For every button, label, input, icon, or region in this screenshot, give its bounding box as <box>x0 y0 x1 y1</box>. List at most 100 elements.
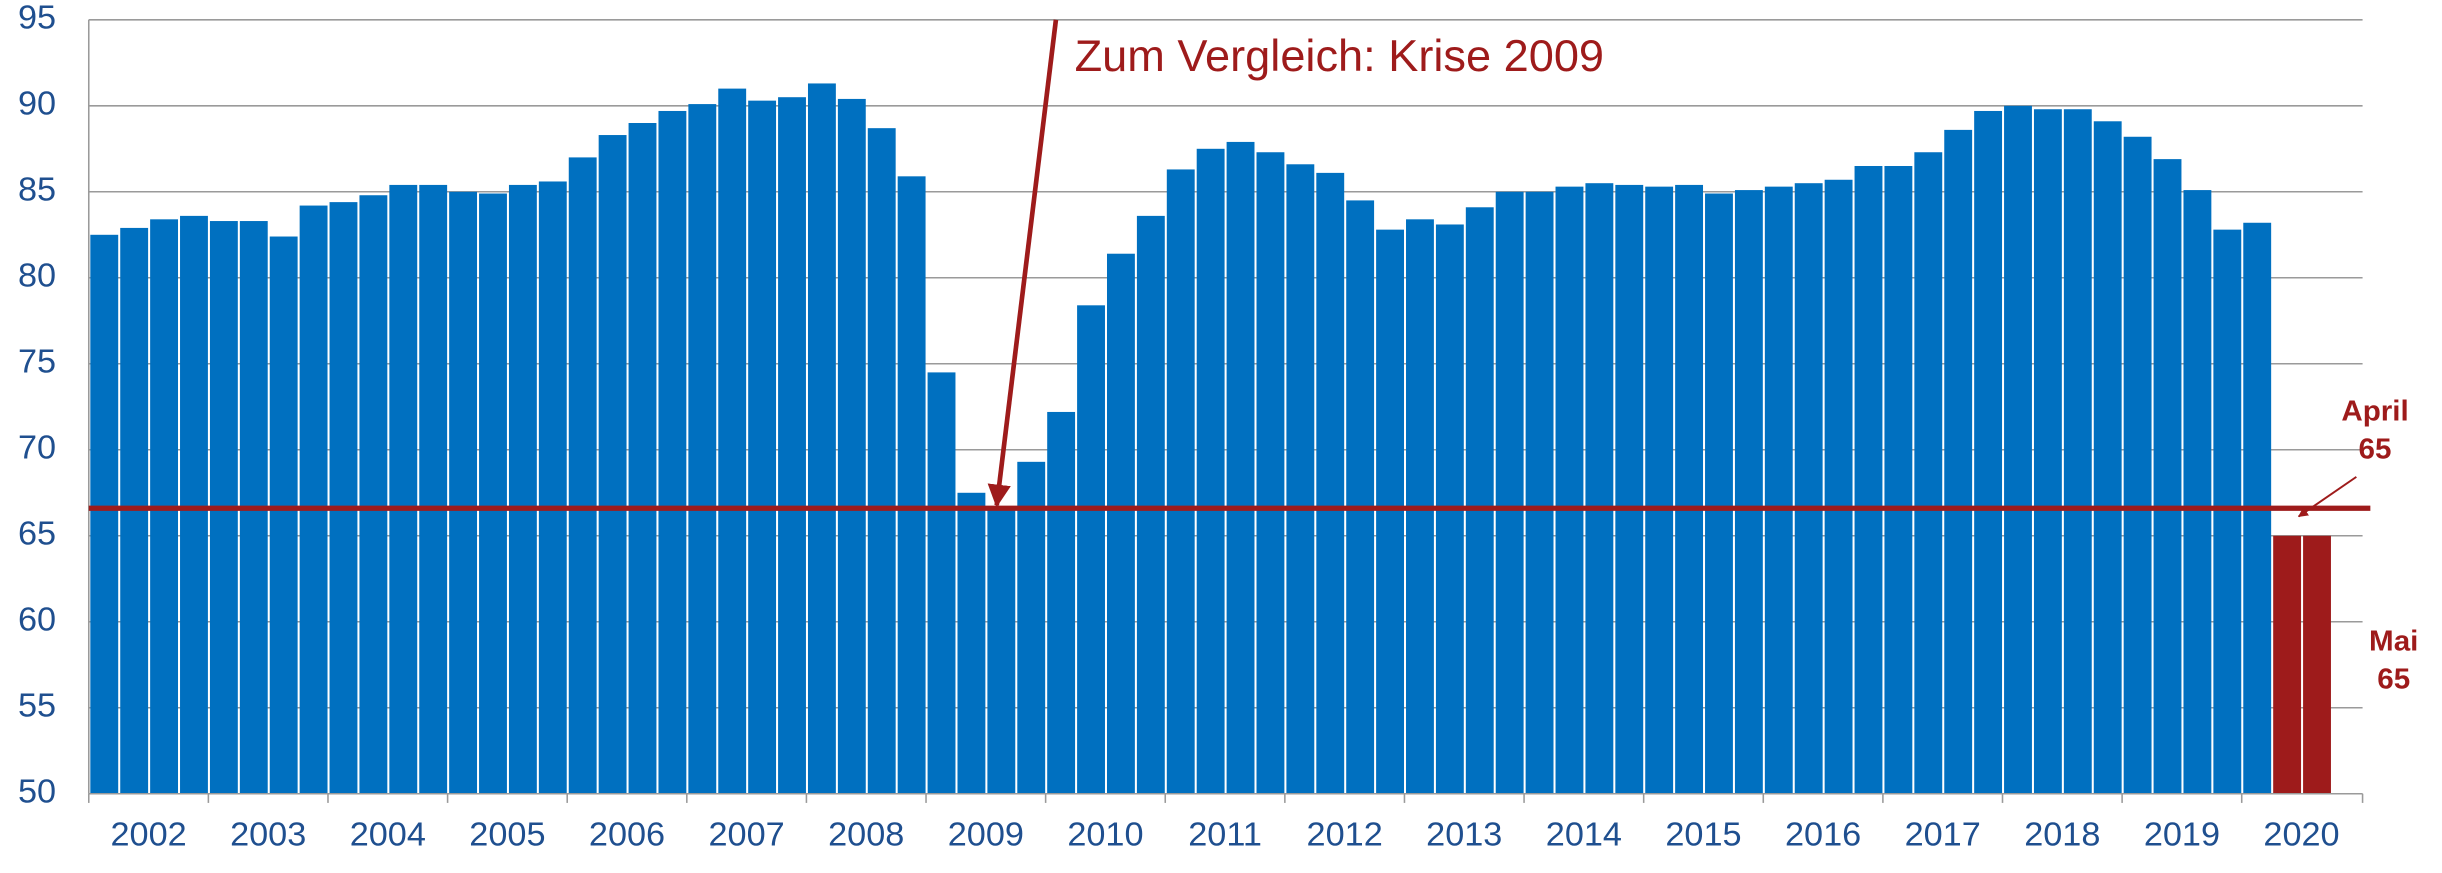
bar <box>1884 166 1913 794</box>
bar <box>1017 461 1046 794</box>
y-tick-label: 50 <box>18 773 56 811</box>
bar <box>568 157 597 794</box>
bar <box>299 205 328 794</box>
bar <box>2273 535 2302 794</box>
bar <box>1047 411 1076 794</box>
bar <box>90 234 119 794</box>
x-tick-label: 2014 <box>1546 816 1622 854</box>
bar <box>1346 200 1375 794</box>
bar <box>389 184 418 794</box>
label-arrow <box>2297 476 2357 518</box>
bar <box>538 181 567 794</box>
x-tick-label: 2005 <box>469 816 545 854</box>
bar <box>329 202 358 794</box>
bar <box>449 191 478 794</box>
bar <box>1794 183 1823 794</box>
x-tick-label: 2011 <box>1188 816 1262 854</box>
bar <box>2183 190 2212 794</box>
bar <box>1585 183 1614 794</box>
x-tick-label: 2010 <box>1067 816 1143 854</box>
bar <box>927 372 956 794</box>
bar <box>1734 190 1763 794</box>
x-tick-label: 2007 <box>709 816 785 854</box>
bar <box>1914 152 1943 794</box>
x-tick-label: 2017 <box>1905 816 1981 854</box>
y-tick-label: 95 <box>18 0 56 37</box>
y-tick-label: 70 <box>18 429 56 467</box>
x-tick-label: 2006 <box>589 816 665 854</box>
bar <box>987 509 1016 794</box>
bar <box>1106 253 1135 794</box>
y-tick-label: 90 <box>18 85 56 123</box>
bar <box>1226 141 1255 794</box>
x-tick-label: 2002 <box>110 816 186 854</box>
bar <box>2093 121 2122 794</box>
y-tick-label: 60 <box>18 601 56 639</box>
bar <box>419 184 448 794</box>
x-tick-label: 2008 <box>828 816 904 854</box>
x-tick-label: 2012 <box>1307 816 1383 854</box>
bar <box>807 83 836 794</box>
bar <box>688 104 717 794</box>
bar <box>598 135 627 794</box>
bar <box>1615 184 1644 794</box>
highlight-label: Mai <box>2369 626 2418 658</box>
bar <box>658 110 687 794</box>
bar <box>1376 229 1404 794</box>
bar <box>1077 305 1105 794</box>
bar <box>1645 186 1674 794</box>
bar <box>897 176 926 794</box>
bar <box>1705 193 1733 794</box>
bar <box>1525 191 1554 794</box>
x-tick-label: 2016 <box>1785 816 1861 854</box>
bar <box>957 492 986 794</box>
bar <box>180 215 208 794</box>
bar <box>1555 186 1584 794</box>
bar <box>1675 184 1704 794</box>
bar <box>1286 164 1315 794</box>
x-tick-label: 2019 <box>2144 816 2220 854</box>
bar <box>479 193 507 794</box>
x-tick-label: 2004 <box>350 816 426 854</box>
y-tick-label: 75 <box>18 343 56 381</box>
bar <box>2213 229 2242 794</box>
x-tick-label: 2003 <box>230 816 306 854</box>
bar <box>1136 215 1165 794</box>
bar <box>1316 172 1345 794</box>
bar <box>1256 152 1285 794</box>
bar <box>628 123 657 794</box>
bar <box>718 88 747 794</box>
bar <box>2063 109 2092 794</box>
bar <box>1854 166 1883 794</box>
x-tick-label: 2015 <box>1665 816 1741 854</box>
bar <box>748 100 777 794</box>
x-tick-label: 2020 <box>2263 816 2339 854</box>
bar <box>1196 148 1225 794</box>
highlight-label: April <box>2341 396 2408 428</box>
bar <box>2153 159 2182 794</box>
bar <box>1764 186 1793 794</box>
bar <box>1824 179 1853 794</box>
bar <box>1465 207 1494 794</box>
bar <box>1944 129 1973 794</box>
annotation: Zum Vergleich: Krise 2009 <box>1075 33 1604 81</box>
x-tick-label: 2009 <box>948 816 1024 854</box>
annotation-arrow <box>987 19 1059 508</box>
bar <box>508 184 537 794</box>
bar <box>1166 169 1195 794</box>
bar <box>2033 109 2062 794</box>
x-tick-label: 2018 <box>2024 816 2100 854</box>
bar <box>2123 136 2152 794</box>
highlight-value-label: 65 <box>2377 664 2410 696</box>
bar <box>2004 105 2032 794</box>
bar <box>269 236 298 794</box>
x-tick-label: 2013 <box>1426 816 1502 854</box>
bar <box>778 97 806 794</box>
bar <box>837 98 866 794</box>
highlight-value-label: 65 <box>2359 434 2392 466</box>
bar <box>2303 535 2331 794</box>
y-tick-label: 65 <box>18 515 56 553</box>
y-tick-label: 55 <box>18 687 56 725</box>
y-tick-label: 85 <box>18 171 56 209</box>
